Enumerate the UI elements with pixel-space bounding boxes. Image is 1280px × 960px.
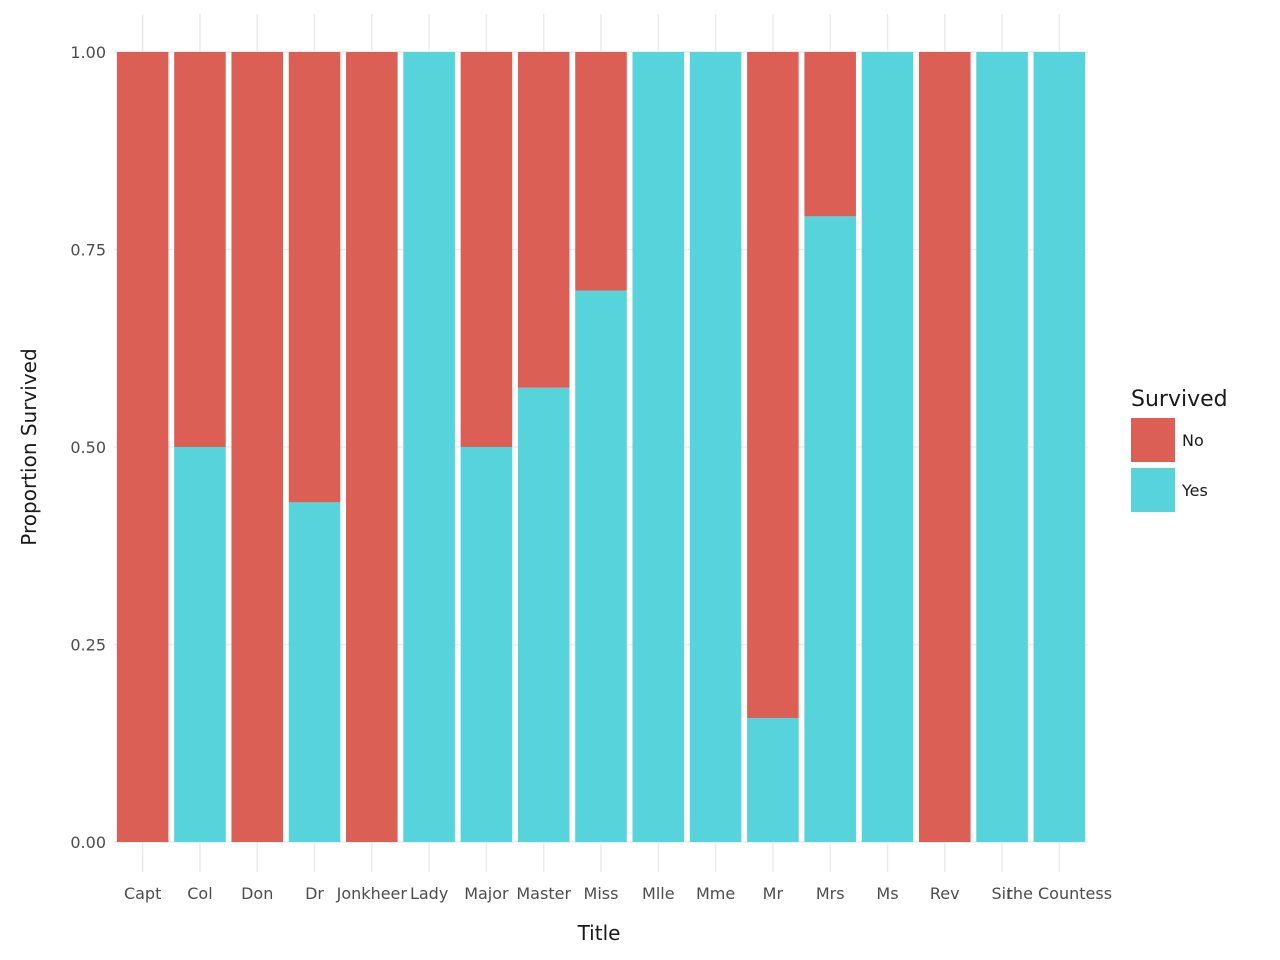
- x-tick-label: Mr: [763, 884, 784, 903]
- bar-mrs-no: [804, 52, 856, 217]
- bar-mr-yes: [747, 717, 799, 842]
- x-tick-label: Miss: [584, 884, 619, 903]
- x-tick-label: Don: [241, 884, 273, 903]
- x-axis-ticks: Capt Col Don Dr Jonkheer Lady Major Master Miss M…: [124, 884, 1112, 903]
- legend-swatch-no: [1131, 418, 1175, 462]
- legend-swatch-yes: [1131, 468, 1175, 512]
- bar-sir-yes: [976, 52, 1028, 842]
- legend-label-no: No: [1182, 431, 1204, 450]
- bar-col-no: [174, 52, 226, 447]
- bar-jonkheer-no: [346, 52, 398, 842]
- bar-don-no: [231, 52, 284, 842]
- x-tick-label: Mme: [696, 884, 735, 903]
- bar-miss-yes: [575, 290, 627, 843]
- bar-the-countess-yes: [1033, 52, 1086, 842]
- legend-title: Survived: [1131, 387, 1228, 412]
- bar-ms-yes: [861, 52, 914, 842]
- bar-mlle-yes: [632, 52, 685, 842]
- bar-dr-yes: [288, 502, 341, 842]
- legend-label-yes: Yes: [1181, 481, 1208, 500]
- x-tick-label: Col: [187, 884, 212, 903]
- x-tick-label: Lady: [410, 884, 448, 903]
- x-tick-label: Rev: [930, 884, 960, 903]
- y-tick-label: 1.00: [70, 43, 106, 62]
- x-tick-label: Ms: [876, 884, 898, 903]
- y-axis-ticks: 0.00 0.25 0.50 0.75 1.00: [70, 43, 106, 852]
- x-tick-label: the Countess: [1007, 884, 1112, 903]
- x-tick-label: Master: [516, 884, 571, 903]
- bar-mrs-yes: [804, 216, 856, 842]
- bar-rev-no: [918, 52, 971, 842]
- bar-master-no: [517, 52, 570, 388]
- x-tick-label: Dr: [305, 884, 324, 903]
- y-axis-title: Proportion Survived: [17, 348, 41, 545]
- x-tick-label: Sir: [991, 884, 1013, 903]
- bars: [116, 52, 1086, 843]
- bar-mr-no: [747, 52, 799, 718]
- bar-master-yes: [517, 387, 570, 842]
- bar-major-yes: [460, 447, 513, 842]
- y-tick-label: 0.00: [70, 833, 106, 852]
- bar-miss-no: [575, 52, 627, 291]
- legend: Survived No Yes: [1131, 387, 1228, 512]
- x-tick-label: Mrs: [816, 884, 845, 903]
- bar-major-no: [460, 52, 513, 447]
- x-tick-label: Capt: [124, 884, 161, 903]
- bar-capt-no: [116, 52, 169, 842]
- bar-dr-no: [288, 52, 341, 503]
- x-tick-label: Jonkheer: [336, 884, 408, 903]
- bar-mme-yes: [689, 52, 742, 842]
- y-tick-label: 0.25: [70, 636, 106, 655]
- x-axis-title: Title: [577, 921, 621, 945]
- bar-col-yes: [174, 447, 226, 842]
- x-tick-label: Major: [464, 884, 509, 903]
- bar-lady-yes: [403, 52, 455, 842]
- y-tick-label: 0.50: [70, 438, 106, 457]
- y-tick-label: 0.75: [70, 241, 106, 260]
- x-tick-label: Mlle: [642, 884, 675, 903]
